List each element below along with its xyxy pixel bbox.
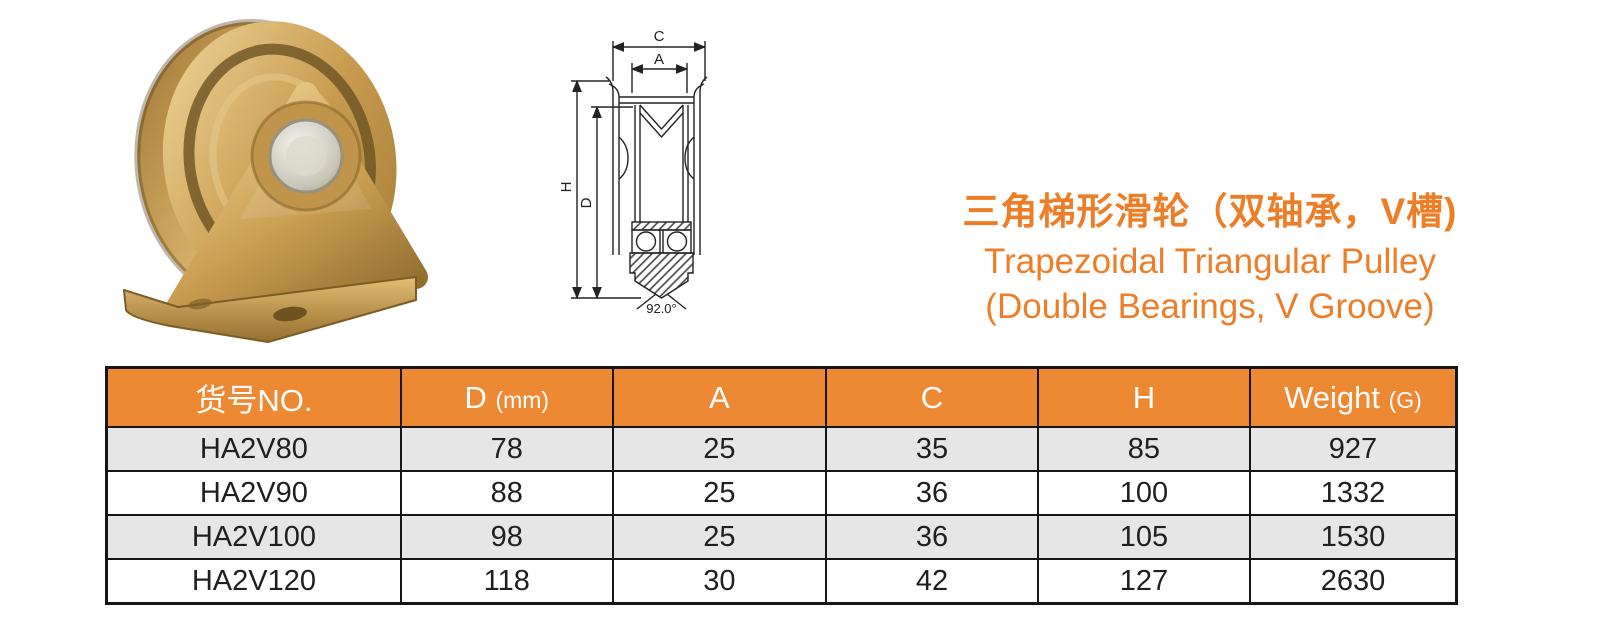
cell-c: 42 [825, 558, 1039, 605]
table-row: HA2V80 78 25 35 85 927 [105, 426, 1458, 472]
col-header-c: C [825, 366, 1039, 428]
cell-item-no: HA2V80 [105, 426, 402, 472]
col-header-label: A [709, 379, 730, 415]
col-header-label: C [920, 379, 944, 415]
pulley-foot [123, 276, 417, 343]
cell-a: 25 [611, 426, 828, 472]
col-header-label: Weight [1284, 379, 1380, 415]
cell-h: 100 [1036, 470, 1251, 516]
groove-angle-label: 92.0° [646, 301, 677, 316]
bearing-right [666, 231, 688, 252]
dim-label-d: D [578, 197, 595, 208]
col-header-item-no: 货号NO. [105, 366, 402, 428]
col-header-d: D (mm) [399, 366, 614, 428]
cell-c: 36 [825, 470, 1039, 516]
cell-c: 35 [825, 426, 1039, 472]
product-photo-image [123, 18, 428, 343]
technical-diagram: C A H D 92.0° [545, 16, 765, 318]
cell-d: 78 [399, 426, 614, 472]
cell-weight: 1332 [1248, 470, 1458, 516]
col-header-label: 货号NO. [195, 383, 313, 418]
header-row: 货号NO. D (mm) A C H Weight (G) [105, 366, 1458, 428]
dim-label-h: H [558, 182, 575, 193]
cell-c: 36 [825, 514, 1039, 560]
mounting-hole [273, 306, 307, 322]
col-header-h: H [1036, 366, 1251, 428]
spec-table: 货号NO. D (mm) A C H Weight (G) HA2V80 78 … [105, 366, 1458, 605]
dim-label-a: A [654, 51, 664, 68]
cell-item-no: HA2V120 [105, 558, 402, 605]
cell-h: 127 [1036, 558, 1251, 605]
cell-d: 88 [399, 470, 614, 516]
col-header-weight: Weight (G) [1248, 366, 1458, 428]
cell-weight: 1530 [1248, 514, 1458, 560]
product-title-zh: 三角梯形滑轮（双轴承，V槽) [962, 191, 1458, 232]
cell-a: 25 [611, 514, 828, 560]
product-photo [110, 4, 430, 349]
cell-h: 85 [1036, 426, 1251, 472]
product-title-en-line1: Trapezoidal Triangular Pulley [984, 242, 1436, 282]
cell-d: 118 [399, 558, 614, 605]
cell-h: 105 [1036, 514, 1251, 560]
dimension-diagram: C A H D 92.0° [558, 28, 708, 316]
cell-a: 25 [611, 470, 828, 516]
bearing-left [635, 231, 657, 252]
table-row: HA2V90 88 25 36 100 1332 [105, 470, 1458, 516]
cell-weight: 2630 [1248, 558, 1458, 605]
cell-a: 30 [611, 558, 828, 605]
cell-weight: 927 [1248, 426, 1458, 472]
cell-item-no: HA2V100 [105, 514, 402, 560]
col-header-unit: (mm) [495, 386, 550, 413]
diagram-linework [571, 41, 708, 310]
table-row: HA2V120 118 30 42 127 2630 [105, 558, 1458, 605]
table-row: HA2V100 98 25 36 105 1530 [105, 514, 1458, 560]
col-header-unit: (G) [1388, 386, 1422, 413]
col-header-label: D [464, 379, 487, 415]
dim-label-c: C [654, 28, 665, 45]
mounting-hole [188, 298, 212, 310]
col-header-label: H [1132, 379, 1156, 415]
col-header-a: A [611, 366, 828, 428]
cell-item-no: HA2V90 [105, 470, 402, 516]
product-title-block: 三角梯形滑轮（双轴承，V槽) Trapezoidal Triangular Pu… [950, 190, 1470, 330]
cell-d: 98 [399, 514, 614, 560]
product-title-en-line2: (Double Bearings, V Groove) [985, 287, 1435, 327]
